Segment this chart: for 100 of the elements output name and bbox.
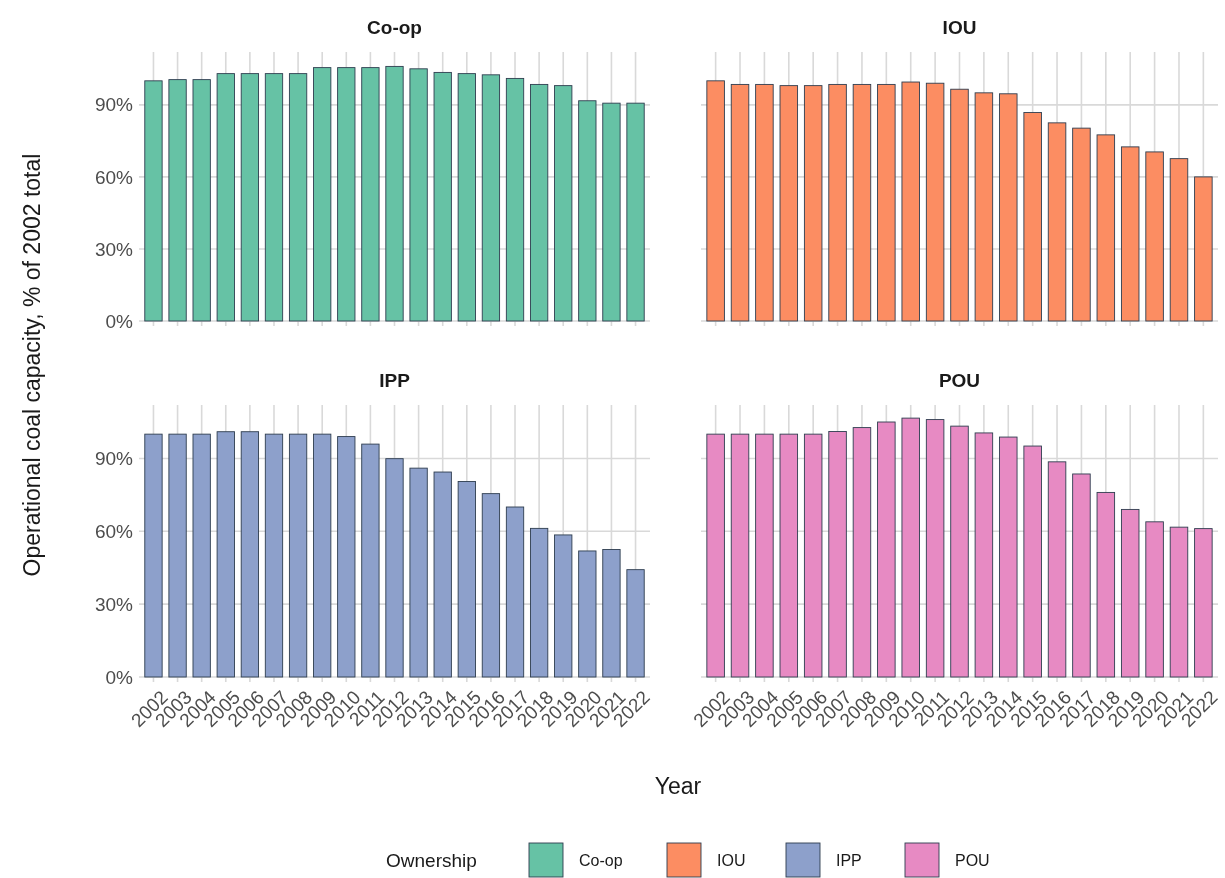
y-tick-label: 60% (94, 166, 134, 188)
y-tick-label: 0% (105, 666, 134, 688)
bar (554, 534, 573, 678)
bar (264, 73, 284, 322)
bar (505, 506, 525, 678)
bar (144, 433, 163, 678)
bar (240, 73, 259, 322)
chart-title: POU (938, 370, 981, 391)
bar (409, 467, 428, 678)
bar (1120, 146, 1140, 322)
bar (240, 431, 259, 678)
bar (755, 83, 774, 322)
bar (974, 92, 994, 322)
bar (216, 73, 235, 322)
chart-title: Co-op (367, 17, 422, 38)
x-axis-title: Year (654, 773, 702, 799)
bar (481, 493, 501, 678)
bar (779, 85, 799, 322)
bar (457, 73, 476, 322)
bar (288, 433, 308, 678)
bar (505, 77, 525, 322)
bar (925, 82, 945, 322)
bar (578, 100, 597, 322)
bar (457, 481, 476, 678)
legend-label: Co-op (579, 851, 623, 869)
bar (264, 433, 284, 678)
bar (706, 80, 725, 322)
bar (144, 80, 163, 322)
bar (216, 431, 235, 678)
text: POU (955, 851, 990, 869)
bar (1023, 445, 1042, 678)
bar (481, 74, 501, 322)
bar (999, 436, 1018, 678)
bar (779, 433, 799, 678)
bar (385, 458, 404, 678)
bar (901, 81, 920, 322)
y-tick-label: 90% (94, 448, 134, 470)
bar (1096, 491, 1116, 678)
bar (554, 85, 573, 322)
bar (337, 436, 356, 678)
bar (1145, 151, 1164, 322)
bar (828, 83, 847, 322)
bar (950, 88, 969, 322)
bar (1023, 112, 1042, 322)
bar (626, 569, 645, 678)
bar (1072, 473, 1091, 678)
bar (999, 93, 1018, 322)
bar (1145, 521, 1164, 678)
bar (730, 433, 750, 678)
bar (950, 425, 969, 678)
bar (168, 79, 187, 322)
bar (852, 427, 872, 678)
bar (337, 67, 356, 322)
text: IPP (836, 851, 862, 869)
bar (361, 67, 380, 322)
bar (1194, 176, 1213, 322)
bar (901, 417, 920, 678)
bar (602, 102, 621, 322)
bar (530, 527, 549, 678)
bar (877, 421, 896, 678)
bar (1120, 508, 1140, 678)
bar (192, 79, 211, 322)
bar (852, 83, 872, 322)
bar (192, 433, 211, 678)
bar (361, 443, 380, 678)
y-tick-label: 0% (105, 310, 134, 332)
y-tick-label: 30% (94, 238, 134, 260)
bar (1047, 122, 1067, 322)
bar (730, 83, 750, 322)
y-tick-label: 60% (94, 520, 134, 542)
bar (1096, 134, 1116, 322)
bar (803, 433, 823, 678)
bar (288, 73, 308, 322)
bar (828, 431, 847, 678)
bar (803, 85, 823, 322)
bar (602, 549, 621, 678)
y-tick-label: 90% (94, 94, 134, 116)
bar (168, 433, 187, 678)
chart-title: IPP (379, 370, 411, 391)
bar (1072, 127, 1091, 322)
bar (313, 67, 332, 322)
bar (433, 71, 452, 322)
y-axis-title: Operational coal capacity, % of 2002 total (19, 153, 45, 577)
bar (877, 83, 896, 322)
y-tick-label: 30% (94, 593, 134, 615)
text: IOU (717, 851, 746, 869)
bar (313, 433, 332, 678)
bar (578, 550, 597, 678)
bar (385, 65, 404, 322)
chart-title: IOU (942, 17, 977, 38)
bar (409, 68, 428, 322)
bar (530, 83, 549, 322)
bar (706, 433, 725, 678)
bar (974, 432, 994, 678)
bar (433, 471, 452, 678)
bar (755, 433, 774, 678)
bar (1169, 158, 1189, 322)
bar (1047, 461, 1067, 678)
legend-title: Ownership (386, 849, 477, 871)
bar (1194, 528, 1213, 678)
